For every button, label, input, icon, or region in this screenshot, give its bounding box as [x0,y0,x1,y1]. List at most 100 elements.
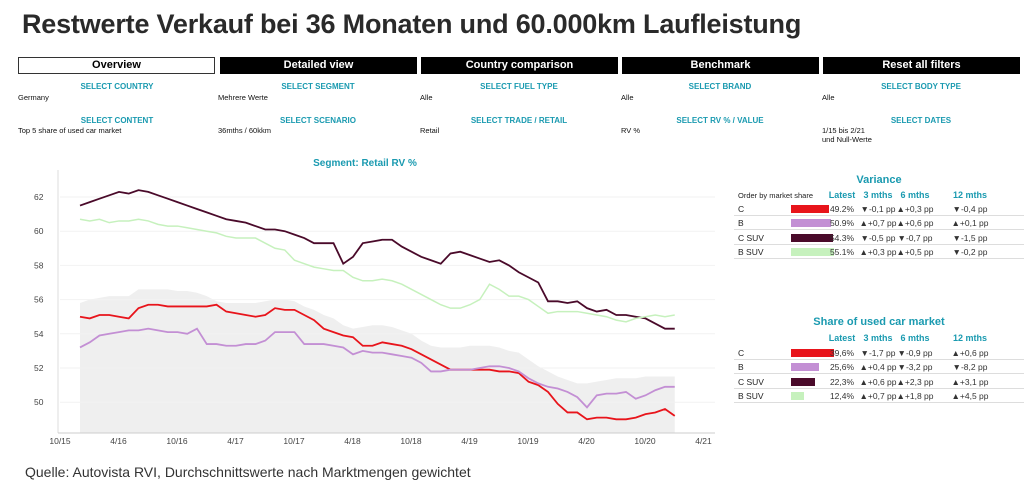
table-cell: ▲+0,7 pp [859,218,897,229]
filter-segment-value[interactable]: Mehrere Werte [218,93,268,102]
table-cell: 49.2% [829,204,855,214]
table-cell: 12,4% [829,390,855,401]
table-cell: 50.9% [829,218,855,229]
y-tick-label: 62 [34,192,44,202]
x-tick-label: 4/16 [110,436,127,446]
filter-scenario-value[interactable]: 36mths / 60kkm [218,126,271,135]
table-cell: ▲+4,5 pp [951,390,989,401]
table-cell: ▲+0,3 pp [859,246,897,257]
table-cell: 22,3% [829,376,855,387]
table-cell: ▲+0,4 pp [859,362,897,373]
filter-segment-label: SELECT SEGMENT [281,82,355,91]
filter-trade-value[interactable]: Retail [420,126,440,135]
filter-dates-value[interactable]: 1/15 bis 2/21 [822,126,865,135]
y-tick-label: 52 [34,363,44,373]
x-tick-label: 4/18 [344,436,361,446]
x-tick-label: 10/18 [400,436,422,446]
table-cell: ▼-3,2 pp [897,362,933,373]
tab-detailed-view[interactable]: Detailed view [220,57,417,74]
table-row: C 39,6% ▼-1,7 pp ▼-0,9 pp ▲+0,6 pp [734,346,1024,360]
source-note: Quelle: Autovista RVI, Durchschnittswert… [25,464,471,480]
column-header: 6 mths [900,190,930,200]
filter-body-type-value[interactable]: Alle [822,93,835,102]
filter-trade-label: SELECT TRADE / RETAIL [470,116,568,125]
tab-benchmark[interactable]: Benchmark [622,57,819,74]
order-label[interactable]: Order by market share [738,191,814,200]
row-label: B [738,362,744,373]
row-label: C [738,204,745,214]
table-cell: ▼-1,7 pp [860,348,896,358]
series-line-c-suv [79,189,675,330]
table-cell: ▲+0,3 pp [896,204,934,214]
filter-content-value[interactable]: Top 5 share of used car market [18,126,122,135]
reset-filters-button[interactable]: Reset all filters [823,57,1020,74]
row-label: C SUV [738,376,764,387]
table-cell: ▼-0,5 pp [860,232,896,243]
share-title: Share of used car market [813,316,945,328]
line-chart: 50 52 54 56 58 60 62 10/15 4/16 10/16 4/17 10/17 4/1… [34,170,715,446]
column-header: 3 mths [863,190,893,200]
table-row: B SUV 55.1% ▲+0,3 pp ▲+0,5 pp ▼-0,2 pp [734,245,1024,259]
table-cell: 39,6% [829,348,855,358]
filter-dates-value-2: und Null-Werte [822,135,872,144]
filter-scenario-label: SELECT SCENARIO [279,116,356,125]
column-header: 12 mths [952,333,987,343]
series-line-b [79,327,675,409]
value-bar [791,349,834,357]
table-cell: ▼-0,2 pp [952,246,988,257]
table-row: C SUV 54.3% ▼-0,5 pp ▼-0,7 pp ▼-1,5 pp [734,231,1024,245]
x-tick-label: 10/17 [283,436,305,446]
table-cell: ▲+0,6 pp [951,348,989,358]
range-band [80,289,675,433]
value-bar [791,377,816,386]
filter-rv-label: SELECT RV % / VALUE [676,116,764,125]
filter-country-value[interactable]: Germany [18,93,49,102]
filter-fuel-value[interactable]: Alle [420,93,433,102]
column-header: 3 mths [863,333,893,343]
series-line-c [79,303,676,421]
tab-country-comparison[interactable]: Country comparison [421,57,618,74]
x-tick-label: 4/19 [461,436,478,446]
table-row: C SUV 22,3% ▲+0,6 pp ▲+2,3 pp ▲+3,1 pp [734,375,1024,389]
table-cell: ▼-8,2 pp [952,362,988,373]
row-label: B [738,218,744,229]
table-cell: ▲+0,6 pp [896,218,934,229]
value-bar [791,205,830,213]
table-cell: ▼-0,1 pp [860,204,896,214]
table-cell: ▲+0,6 pp [859,376,897,387]
table-cell: ▲+2,3 pp [896,376,934,387]
filter-rv-value[interactable]: RV % [621,126,641,135]
x-tick-label: 4/20 [578,436,595,446]
row-label: B SUV [738,246,764,257]
table-cell: 55.1% [829,246,855,257]
x-tick-label: 10/20 [634,436,656,446]
column-header: Latest [828,190,856,200]
value-bar [791,219,831,228]
y-tick-label: 50 [34,397,44,407]
row-label: B SUV [738,390,764,401]
table-cell: ▼-1,5 pp [952,232,988,243]
x-tick-label: 10/19 [517,436,539,446]
row-label: C [738,348,745,358]
column-header: 6 mths [900,333,930,343]
table-cell: 25,6% [829,362,855,373]
row-label: C SUV [738,232,764,243]
tab-overview[interactable]: Overview [18,57,215,74]
table-cell: ▲+3,1 pp [951,376,989,387]
table-row: B 50.9% ▲+0,7 pp ▲+0,6 pp ▲+0,1 pp [734,216,1024,231]
table-cell: ▲+0,7 pp [859,390,897,401]
table-cell: ▼-0,4 pp [952,204,988,214]
table-row: C 49.2% ▼-0,1 pp ▲+0,3 pp ▼-0,4 pp [734,202,1024,216]
value-bar [791,247,834,256]
table-cell: ▲+0,1 pp [951,218,989,229]
table-row: B 25,6% ▲+0,4 pp ▼-3,2 pp ▼-8,2 pp [734,360,1024,375]
filter-dates-label: SELECT DATES [890,116,952,125]
filter-body-type-label: SELECT BODY TYPE [881,82,961,91]
filter-country-label: SELECT COUNTRY [80,82,154,91]
filter-brand-value[interactable]: Alle [621,93,634,102]
table-cell: ▼-0,9 pp [897,348,933,358]
value-bar [791,363,819,372]
y-tick-label: 56 [34,295,44,305]
value-bar [791,391,805,400]
page-title: Restwerte Verkauf bei 36 Monaten und 60.… [22,9,802,39]
